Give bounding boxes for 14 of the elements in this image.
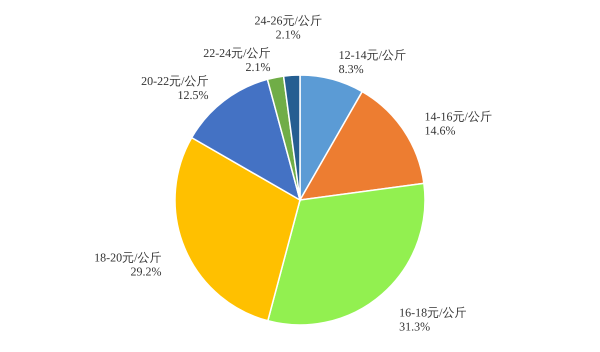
slice-label: 14-16元/公斤 [424, 109, 492, 124]
slice-label: 24-26元/公斤 [254, 13, 322, 28]
data-label: 2.1% [276, 27, 301, 42]
slice-label: 18-20元/公斤 [94, 250, 162, 265]
data-label: 12.5% [178, 88, 209, 102]
data-label: 8.3% [338, 62, 364, 76]
data-label: 29.2% [130, 264, 162, 279]
data-label: 2.1% [246, 60, 271, 74]
data-label: 14.6% [424, 123, 456, 138]
slice-label: 12-14元/公斤 [338, 48, 406, 62]
slice-label: 20-22元/公斤 [141, 74, 209, 88]
slice-label: 16-18元/公斤 [399, 306, 466, 320]
data-label: 31.3% [399, 320, 430, 334]
slice-label: 22-24元/公斤 [203, 46, 271, 60]
